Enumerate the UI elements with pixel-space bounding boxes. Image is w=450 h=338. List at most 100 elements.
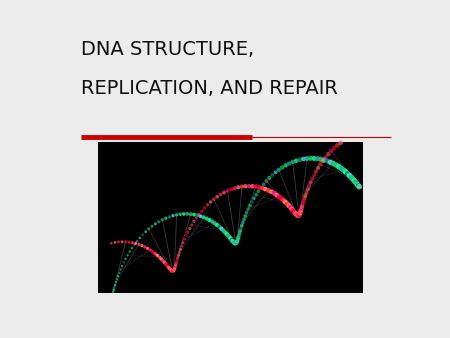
- Point: [128, 245, 135, 251]
- Point: [252, 192, 260, 197]
- Point: [292, 211, 300, 217]
- Point: [239, 220, 247, 225]
- Point: [227, 187, 234, 192]
- Point: [209, 219, 216, 224]
- Point: [204, 202, 211, 208]
- Point: [297, 209, 304, 214]
- Point: [112, 280, 120, 285]
- Point: [159, 258, 166, 263]
- Point: [297, 208, 305, 213]
- Point: [245, 184, 252, 189]
- Point: [240, 217, 248, 222]
- Point: [120, 260, 127, 265]
- Point: [237, 228, 244, 234]
- Point: [156, 255, 163, 260]
- Point: [172, 264, 179, 269]
- Point: [314, 156, 321, 162]
- Point: [193, 215, 200, 221]
- Point: [273, 192, 280, 198]
- Point: [334, 143, 341, 148]
- Point: [356, 184, 363, 189]
- Point: [190, 212, 198, 217]
- Point: [352, 179, 359, 185]
- Point: [194, 213, 201, 218]
- Point: [158, 256, 165, 262]
- Point: [278, 196, 285, 201]
- Point: [312, 169, 319, 174]
- Point: [289, 208, 297, 213]
- Point: [207, 199, 214, 204]
- Point: [245, 207, 252, 212]
- Point: [260, 182, 267, 187]
- Point: [169, 268, 176, 274]
- Point: [159, 217, 166, 222]
- Point: [221, 230, 229, 235]
- Point: [282, 199, 289, 205]
- Point: [250, 196, 257, 201]
- Point: [166, 265, 173, 271]
- Point: [248, 199, 256, 204]
- Point: [246, 203, 253, 208]
- Point: [230, 240, 238, 245]
- Point: [307, 155, 314, 161]
- Bar: [98, 142, 363, 293]
- Point: [186, 226, 193, 231]
- Point: [298, 206, 305, 211]
- Point: [295, 213, 302, 218]
- Point: [262, 187, 269, 192]
- Point: [234, 239, 241, 244]
- Point: [131, 242, 138, 247]
- Point: [279, 165, 286, 170]
- Point: [169, 268, 176, 274]
- Point: [231, 186, 238, 191]
- Point: [265, 188, 272, 193]
- Point: [296, 212, 303, 218]
- Point: [307, 180, 314, 185]
- Point: [210, 197, 217, 202]
- Point: [176, 212, 184, 217]
- Point: [235, 233, 243, 238]
- Point: [165, 264, 172, 270]
- Point: [293, 212, 300, 217]
- Point: [234, 236, 242, 242]
- Point: [149, 249, 156, 255]
- Point: [203, 216, 210, 221]
- Point: [285, 203, 292, 209]
- Point: [338, 166, 345, 171]
- Point: [226, 235, 233, 240]
- Point: [317, 156, 324, 162]
- Point: [236, 231, 243, 236]
- Point: [227, 236, 234, 241]
- Point: [171, 266, 178, 272]
- Point: [275, 167, 283, 172]
- Point: [166, 214, 173, 219]
- Point: [116, 270, 123, 275]
- Point: [135, 242, 143, 247]
- Point: [231, 240, 239, 246]
- Point: [211, 221, 218, 226]
- Point: [320, 158, 327, 164]
- Point: [173, 260, 180, 265]
- Point: [243, 210, 250, 215]
- Point: [171, 267, 178, 273]
- Point: [109, 289, 117, 294]
- Point: [152, 221, 159, 226]
- Point: [124, 252, 131, 258]
- Point: [296, 157, 303, 163]
- Point: [291, 209, 298, 215]
- Point: [118, 239, 126, 244]
- Point: [349, 176, 356, 182]
- Point: [155, 219, 162, 224]
- Point: [317, 162, 324, 167]
- Point: [238, 184, 245, 189]
- Point: [173, 212, 180, 218]
- Point: [242, 213, 249, 219]
- Point: [340, 167, 347, 173]
- Point: [259, 186, 266, 191]
- Point: [303, 156, 310, 161]
- Point: [213, 194, 220, 199]
- Point: [232, 241, 239, 246]
- Point: [200, 215, 207, 220]
- Point: [310, 172, 318, 178]
- Point: [154, 252, 161, 258]
